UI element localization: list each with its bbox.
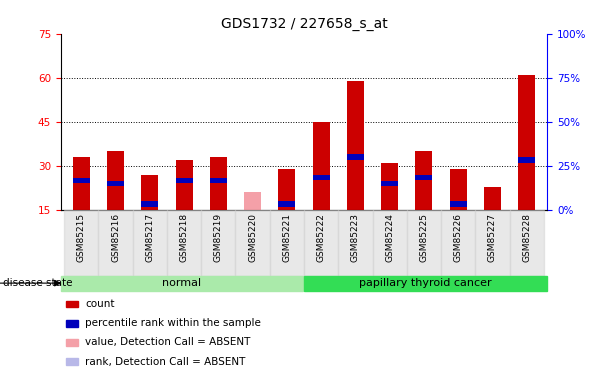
Bar xyxy=(66,339,78,346)
Bar xyxy=(304,276,547,291)
Text: value, Detection Call = ABSENT: value, Detection Call = ABSENT xyxy=(85,338,250,347)
Text: count: count xyxy=(85,299,115,309)
Bar xyxy=(484,186,501,210)
Bar xyxy=(64,210,98,276)
Text: GSM85226: GSM85226 xyxy=(454,213,463,262)
Bar xyxy=(347,81,364,210)
Text: GSM85227: GSM85227 xyxy=(488,213,497,262)
Text: percentile rank within the sample: percentile rank within the sample xyxy=(85,318,261,328)
Bar xyxy=(244,192,261,210)
Text: GSM85220: GSM85220 xyxy=(248,213,257,262)
Bar xyxy=(415,151,432,210)
Bar xyxy=(133,210,167,276)
Text: disease state: disease state xyxy=(3,278,72,288)
Bar xyxy=(484,213,501,219)
Bar xyxy=(73,178,90,183)
Text: GSM85223: GSM85223 xyxy=(351,213,360,262)
Bar xyxy=(66,358,78,365)
Bar xyxy=(107,151,124,210)
Bar xyxy=(449,169,467,210)
Text: normal: normal xyxy=(162,278,202,288)
Bar xyxy=(338,210,373,276)
Text: papillary thyroid cancer: papillary thyroid cancer xyxy=(359,278,492,288)
Bar xyxy=(278,201,295,207)
Bar xyxy=(66,301,78,307)
Bar xyxy=(278,169,295,210)
Text: GSM85221: GSM85221 xyxy=(282,213,291,262)
Text: GSM85215: GSM85215 xyxy=(77,213,86,262)
Bar xyxy=(66,320,78,327)
Bar xyxy=(347,154,364,160)
Title: GDS1732 / 227658_s_at: GDS1732 / 227658_s_at xyxy=(221,17,387,32)
Bar xyxy=(176,178,193,183)
Bar xyxy=(449,201,467,207)
Bar xyxy=(313,175,330,180)
Text: GSM85228: GSM85228 xyxy=(522,213,531,262)
Bar xyxy=(304,210,338,276)
Bar xyxy=(415,175,432,180)
Bar xyxy=(61,276,303,291)
Bar xyxy=(176,160,193,210)
Text: GSM85217: GSM85217 xyxy=(145,213,154,262)
Text: GSM85218: GSM85218 xyxy=(179,213,188,262)
Bar xyxy=(373,210,407,276)
Text: GSM85225: GSM85225 xyxy=(420,213,429,262)
Bar xyxy=(98,210,133,276)
Bar xyxy=(510,210,544,276)
Text: GSM85224: GSM85224 xyxy=(385,213,394,262)
Bar xyxy=(107,181,124,186)
Bar xyxy=(210,157,227,210)
Bar xyxy=(73,157,90,210)
Bar xyxy=(518,75,535,210)
Bar xyxy=(313,122,330,210)
Text: GSM85222: GSM85222 xyxy=(317,213,326,262)
Bar xyxy=(381,163,398,210)
Bar xyxy=(475,210,510,276)
Text: GSM85216: GSM85216 xyxy=(111,213,120,262)
Bar xyxy=(201,210,235,276)
Bar xyxy=(518,158,535,163)
Bar xyxy=(381,181,398,186)
Bar xyxy=(167,210,201,276)
Bar xyxy=(141,175,159,210)
Bar xyxy=(407,210,441,276)
Bar xyxy=(235,210,270,276)
Bar xyxy=(210,178,227,183)
Bar xyxy=(441,210,475,276)
Text: rank, Detection Call = ABSENT: rank, Detection Call = ABSENT xyxy=(85,357,246,367)
Bar xyxy=(270,210,304,276)
Bar xyxy=(141,201,159,207)
Text: GSM85219: GSM85219 xyxy=(214,213,223,262)
